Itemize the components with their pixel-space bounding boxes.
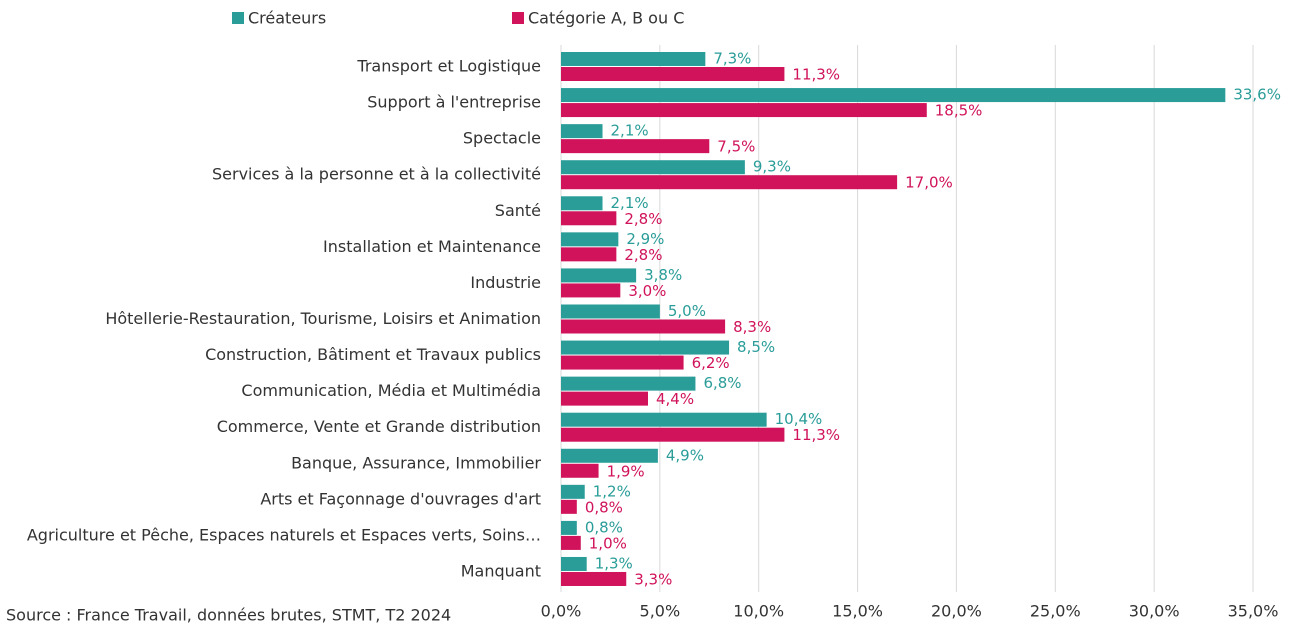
bar [561, 88, 1226, 103]
legend-swatch [232, 12, 244, 24]
bar [561, 535, 581, 550]
value-label: 7,3% [713, 50, 751, 68]
y-tick-label: Commerce, Vente et Grande distribution [217, 417, 541, 436]
x-tick-label: 25,0% [1030, 602, 1081, 621]
x-tick-label: 15,0% [832, 602, 883, 621]
value-label: 8,5% [737, 338, 775, 356]
bar [561, 376, 696, 391]
legend-swatch [512, 12, 524, 24]
bar [561, 520, 577, 535]
value-label: 1,0% [589, 534, 627, 552]
legend-label: Créateurs [248, 9, 326, 28]
bar [561, 283, 621, 298]
bar [561, 247, 617, 262]
value-label: 18,5% [935, 102, 983, 120]
x-tick-label: 10,0% [733, 602, 784, 621]
value-label: 0,8% [585, 518, 623, 536]
bar [561, 340, 730, 355]
value-label: 1,3% [595, 554, 633, 572]
value-label: 7,5% [717, 138, 755, 156]
value-label: 11,3% [792, 426, 840, 444]
x-tick-label: 30,0% [1129, 602, 1180, 621]
bar [561, 196, 603, 211]
value-label: 33,6% [1233, 86, 1281, 104]
value-label: 10,4% [775, 410, 823, 428]
bar [561, 484, 585, 499]
x-tick-label: 0,0% [541, 602, 582, 621]
y-tick-label: Santé [495, 201, 541, 220]
y-tick-label: Banque, Assurance, Immobilier [291, 453, 541, 472]
value-label: 1,9% [607, 462, 645, 480]
bar [561, 67, 785, 81]
y-tick-label: Arts et Façonnage d'ouvrages d'art [260, 489, 541, 508]
value-label: 3,3% [634, 570, 672, 588]
value-label: 2,8% [624, 246, 662, 264]
y-tick-label: Spectacle [463, 129, 541, 148]
y-tick-label: Industrie [470, 273, 541, 292]
value-label: 17,0% [905, 174, 953, 192]
y-tick-label: Services à la personne et à la collectiv… [212, 165, 541, 184]
bar [561, 175, 898, 190]
y-tick-label: Installation et Maintenance [323, 237, 541, 256]
value-label: 2,1% [611, 194, 649, 212]
value-label: 3,0% [628, 282, 666, 300]
bar [561, 412, 767, 427]
value-label: 4,4% [656, 390, 694, 408]
y-tick-label: Transport et Logistique [356, 57, 541, 76]
bar [561, 391, 648, 406]
y-tick-label: Hôtellerie-Restauration, Tourisme, Loisi… [105, 309, 541, 328]
bar [561, 139, 710, 154]
value-label: 2,9% [626, 230, 664, 248]
y-tick-label: Manquant [461, 561, 541, 580]
value-label: 6,8% [703, 374, 741, 392]
value-label: 3,8% [644, 266, 682, 284]
bar [561, 355, 684, 370]
bar [561, 571, 627, 586]
bar [561, 499, 577, 514]
bar [561, 319, 726, 334]
bar [561, 211, 617, 226]
bar [561, 427, 785, 442]
value-label: 5,0% [668, 302, 706, 320]
bar [561, 232, 619, 247]
value-label: 9,3% [753, 158, 791, 176]
bar [561, 448, 658, 463]
value-label: 2,8% [624, 210, 662, 228]
bar [561, 160, 745, 175]
bar [561, 124, 603, 139]
legend-label: Catégorie A, B ou C [528, 9, 684, 28]
value-label: 4,9% [666, 446, 704, 464]
bar [561, 103, 927, 118]
value-label: 8,3% [733, 318, 771, 336]
y-tick-label: Agriculture et Pêche, Espaces naturels e… [27, 525, 541, 544]
bar [561, 304, 660, 319]
x-tick-label: 5,0% [640, 602, 681, 621]
source: Source : France Travail, données brutes,… [6, 606, 451, 623]
x-tick-label: 35,0% [1228, 602, 1279, 621]
y-tick-label: Construction, Bâtiment et Travaux public… [205, 345, 541, 364]
y-tick-label: Support à l'entreprise [367, 93, 541, 112]
value-label: 6,2% [692, 354, 730, 372]
value-label: 1,2% [593, 482, 631, 500]
x-tick-label: 20,0% [931, 602, 982, 621]
bar [561, 463, 599, 478]
bar [561, 52, 706, 66]
bar [561, 268, 637, 283]
y-tick-label: Communication, Média et Multimédia [241, 381, 541, 400]
value-label: 0,8% [585, 498, 623, 516]
value-label: 2,1% [611, 122, 649, 140]
value-label: 11,3% [792, 66, 840, 84]
bar [561, 556, 587, 571]
